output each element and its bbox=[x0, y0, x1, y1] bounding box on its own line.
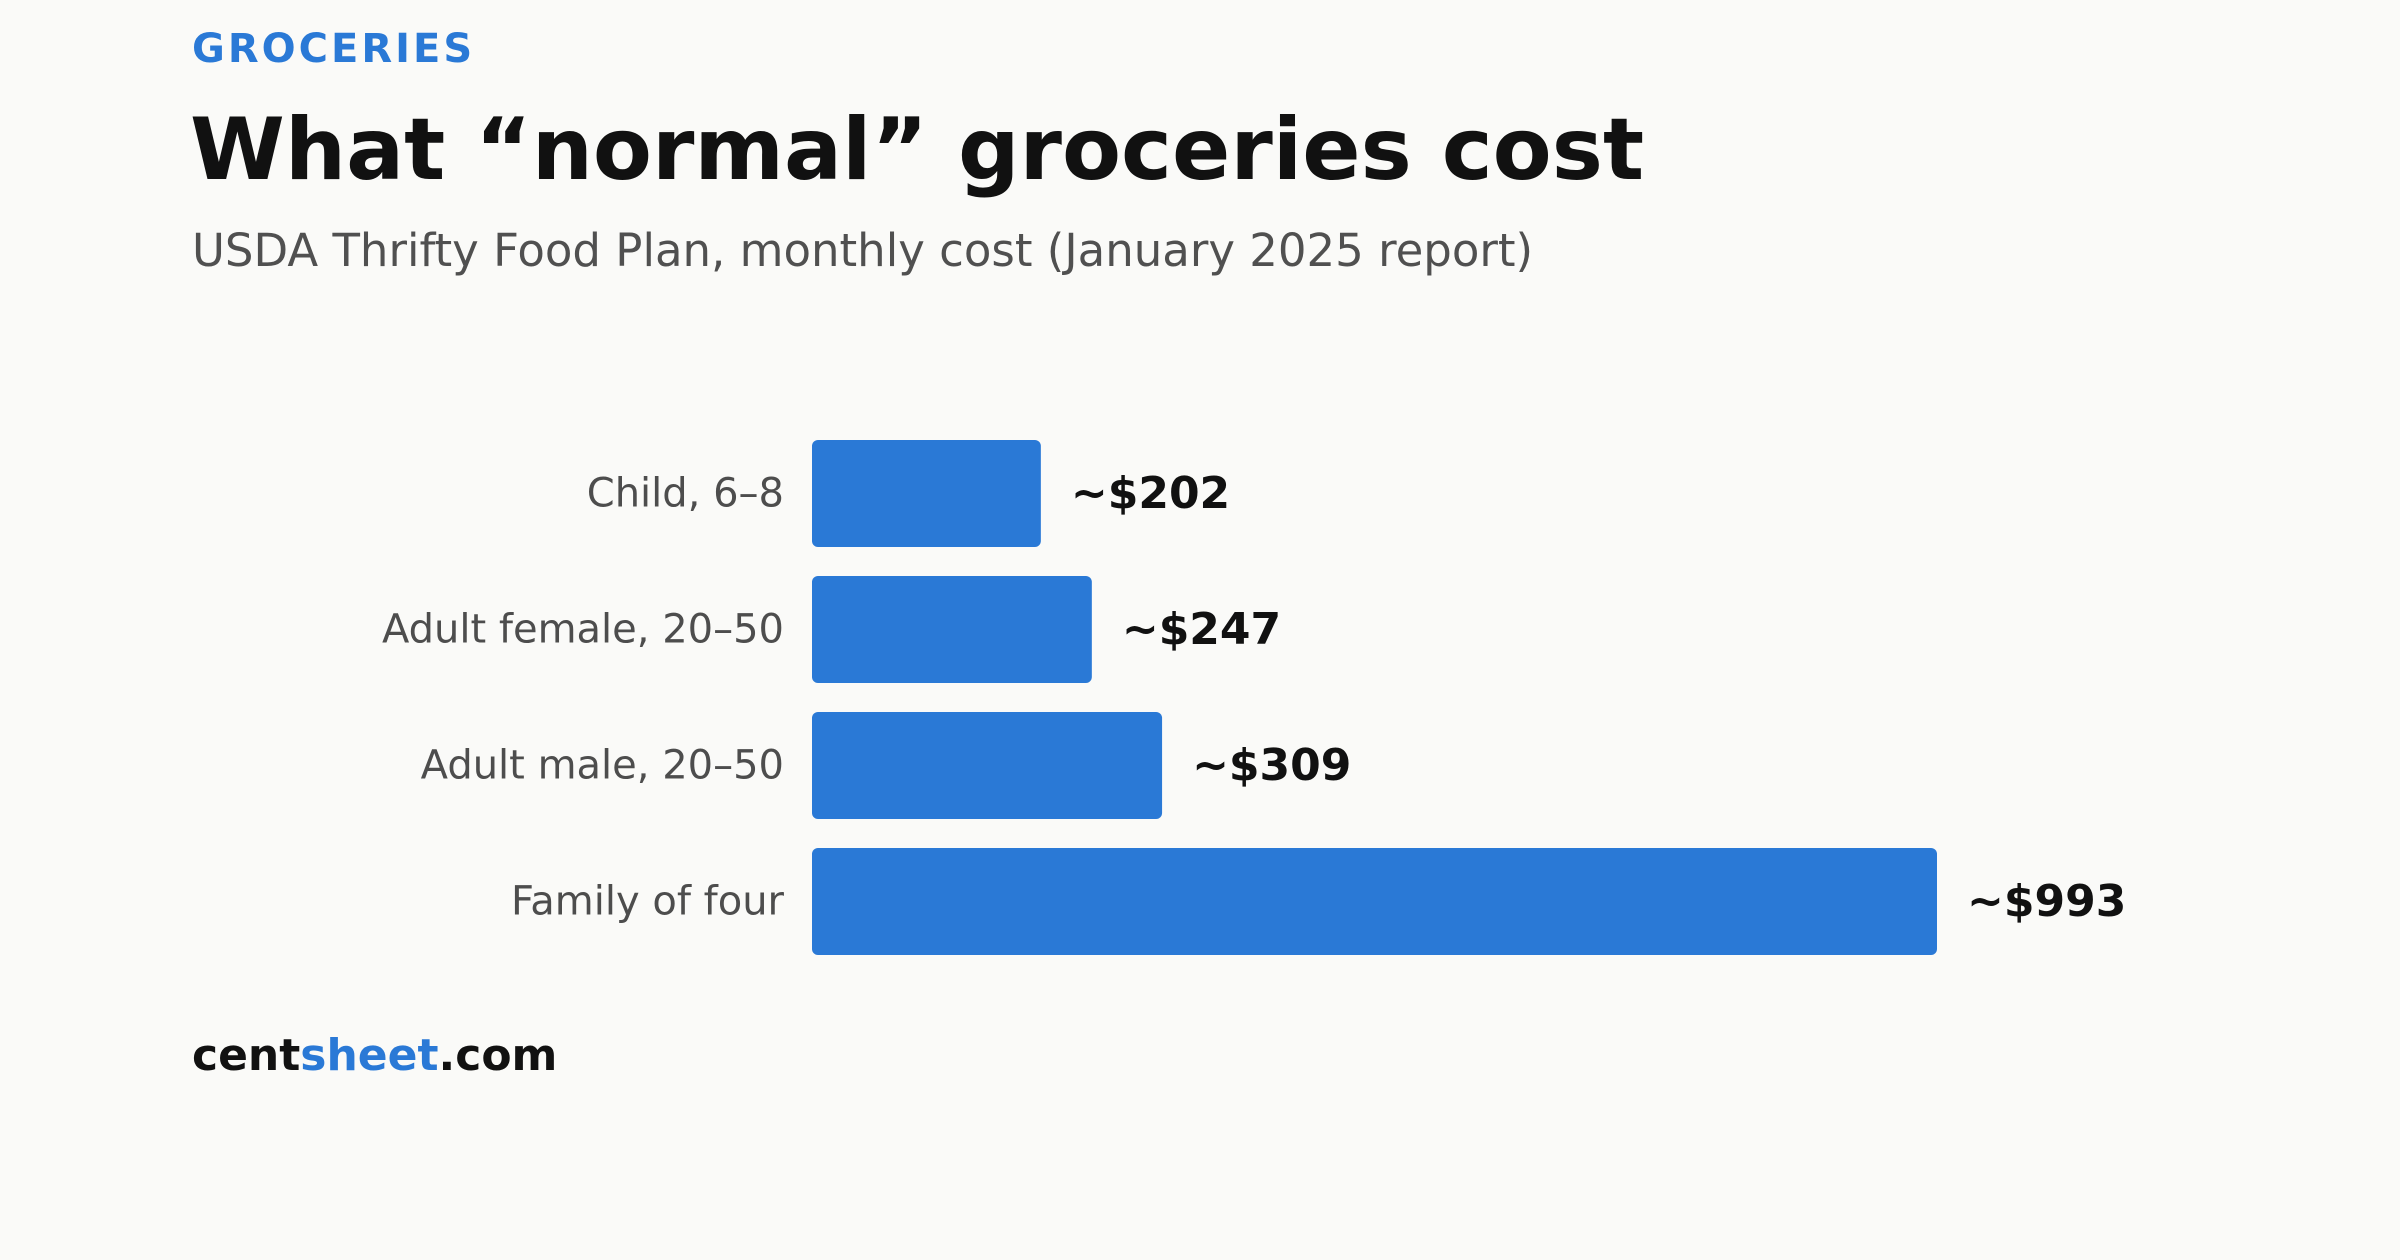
brand-part-domain: .com bbox=[438, 1030, 558, 1081]
brand-part-sheet: sheet bbox=[300, 1030, 439, 1081]
brand-part-cent: cent bbox=[192, 1030, 301, 1081]
category-kicker: GROCERIES bbox=[192, 26, 476, 72]
value-label: ~$309 bbox=[1192, 740, 1351, 791]
chart-subtitle: USDA Thrifty Food Plan, monthly cost (Ja… bbox=[192, 224, 1534, 277]
category-label: Adult female, 20–50 bbox=[382, 607, 784, 653]
bar bbox=[812, 440, 1041, 547]
value-label: ~$247 bbox=[1122, 604, 1281, 655]
category-label: Child, 6–8 bbox=[587, 471, 784, 517]
bar bbox=[812, 848, 1937, 955]
value-label: ~$202 bbox=[1071, 468, 1230, 519]
brand-logo: centsheet.com bbox=[192, 1030, 557, 1081]
chart-title: What “normal” groceries cost bbox=[190, 100, 1645, 200]
bar bbox=[812, 712, 1163, 819]
category-label: Adult male, 20–50 bbox=[421, 743, 784, 789]
category-label: Family of four bbox=[511, 879, 785, 925]
bar bbox=[812, 576, 1092, 683]
value-label: ~$993 bbox=[1967, 876, 2126, 927]
